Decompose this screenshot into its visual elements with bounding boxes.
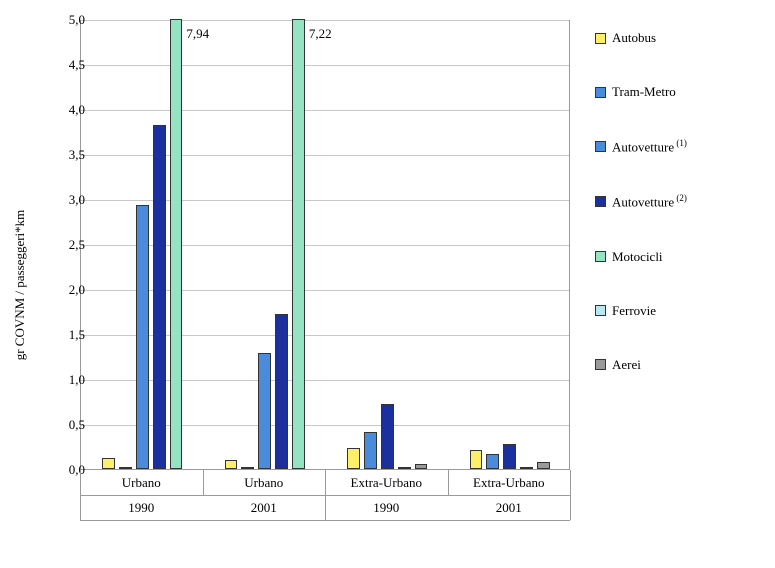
bar [347, 448, 360, 469]
chart-container: gr COVNM / passeggeri*km 7,947,22 0,0 0,5… [10, 10, 770, 560]
bar [381, 404, 394, 469]
y-tick-label: 3,0 [45, 192, 85, 208]
y-tick-label: 2,0 [45, 282, 85, 298]
bar [486, 454, 499, 469]
bar [102, 458, 115, 469]
bar [364, 432, 377, 469]
legend-item: Tram-Metro [595, 84, 760, 100]
legend: Autobus Tram-Metro Autovetture (1) Autovett… [580, 10, 760, 560]
x-tick-major: Extra-Urbano [448, 475, 571, 491]
legend-swatch [595, 251, 606, 262]
bar-group: 7,22 [204, 20, 327, 469]
legend-label: Motocicli [612, 249, 663, 265]
bar [225, 460, 238, 469]
bar [470, 450, 483, 469]
legend-item: Autobus [595, 30, 760, 46]
x-tick-major: Urbano [203, 475, 326, 491]
bar [153, 125, 166, 469]
y-tick-label: 3,5 [45, 147, 85, 163]
bar-group [449, 20, 572, 469]
bar [415, 464, 428, 469]
y-tick-label: 5,0 [45, 12, 85, 28]
legend-swatch [595, 33, 606, 44]
legend-item: Autovetture (2) [595, 193, 760, 210]
x-tick-year: 1990 [80, 500, 203, 516]
bar-group: 7,94 [81, 20, 204, 469]
legend-label: Aerei [612, 357, 641, 373]
y-tick-label: 2,5 [45, 237, 85, 253]
legend-swatch [595, 305, 606, 316]
bar [241, 467, 254, 469]
legend-swatch [595, 196, 606, 207]
bar [398, 467, 411, 469]
plot-area: 7,947,22 [80, 20, 570, 470]
legend-swatch [595, 359, 606, 370]
x-axis-row3 [80, 520, 570, 521]
bar [275, 314, 288, 469]
legend-swatch [595, 87, 606, 98]
legend-item: Autovetture (1) [595, 138, 760, 155]
bar-group [326, 20, 449, 469]
chart-area: gr COVNM / passeggeri*km 7,947,22 0,0 0,5… [10, 10, 580, 560]
bar [537, 462, 550, 469]
legend-label: Autobus [612, 30, 656, 46]
y-axis-label: gr COVNM / passeggeri*km [12, 210, 28, 361]
legend-label: Tram-Metro [612, 84, 676, 100]
bar [503, 444, 516, 469]
y-tick-label: 4,0 [45, 102, 85, 118]
legend-label: Autovetture (1) [612, 138, 687, 155]
bar [170, 19, 183, 469]
legend-item: Aerei [595, 357, 760, 373]
x-tick-year: 2001 [203, 500, 326, 516]
y-tick-label: 0,0 [45, 462, 85, 478]
bar [292, 19, 305, 469]
x-tick-year: 1990 [325, 500, 448, 516]
x-tick-major: Extra-Urbano [325, 475, 448, 491]
legend-label: Autovetture (2) [612, 193, 687, 210]
y-tick-label: 4,5 [45, 57, 85, 73]
bar [520, 467, 533, 469]
legend-item: Motocicli [595, 249, 760, 265]
y-tick-label: 1,0 [45, 372, 85, 388]
legend-swatch [595, 141, 606, 152]
bar [258, 353, 271, 469]
y-tick-label: 0,5 [45, 417, 85, 433]
x-tick-year: 2001 [448, 500, 571, 516]
bar [136, 205, 149, 469]
y-tick-label: 1,5 [45, 327, 85, 343]
bar [119, 467, 132, 469]
x-separator [570, 470, 571, 520]
legend-item: Ferrovie [595, 303, 760, 319]
legend-label: Ferrovie [612, 303, 656, 319]
x-tick-major: Urbano [80, 475, 203, 491]
